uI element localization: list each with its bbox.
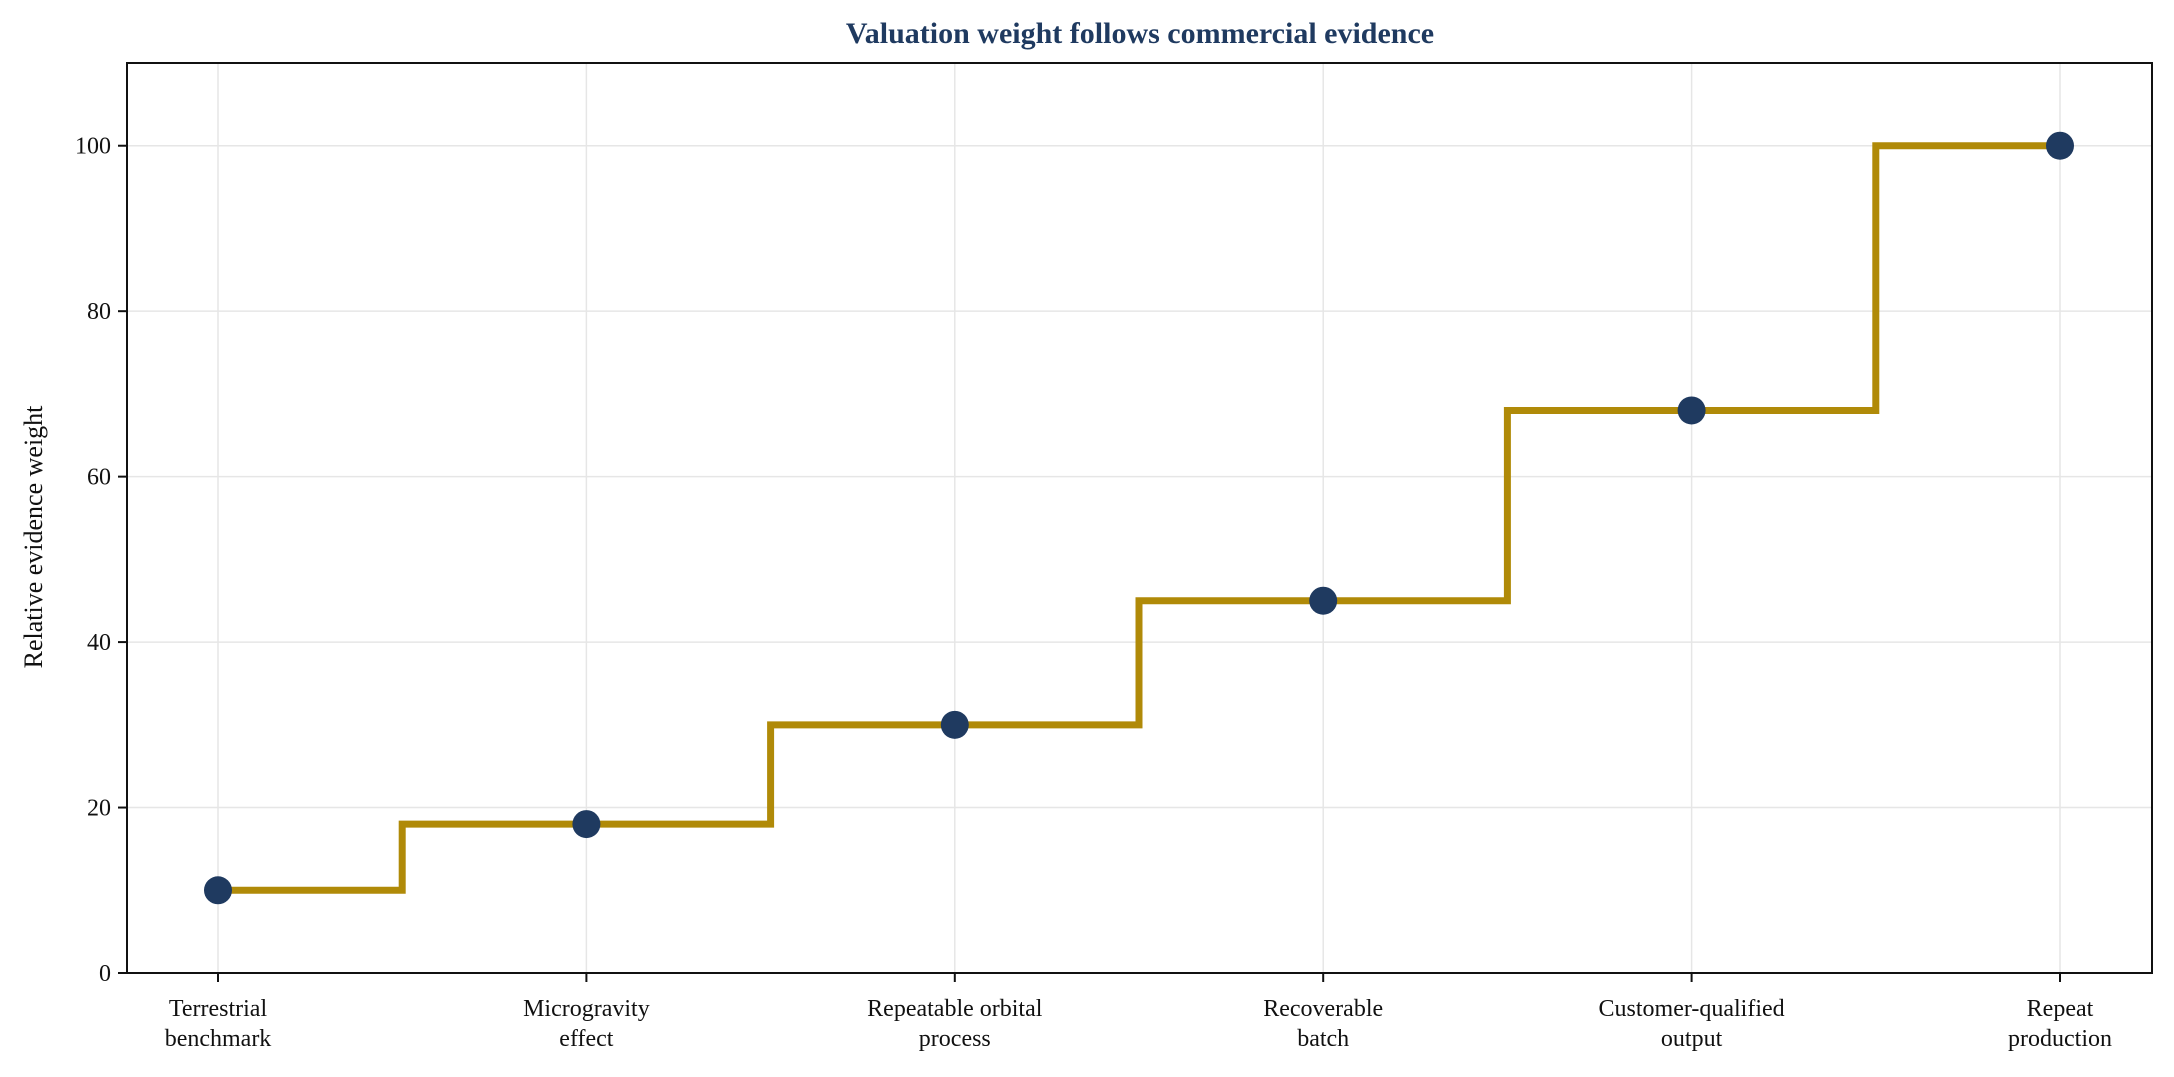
y-tick-label: 80 <box>87 299 111 325</box>
step-series-line <box>218 142 2060 894</box>
x-tick-label: Terrestrial benchmark <box>165 996 272 1052</box>
data-point <box>1677 396 1706 425</box>
y-tick-label: 60 <box>87 465 111 491</box>
series-layer <box>204 131 2074 905</box>
x-tick-label: Microgravity effect <box>523 996 650 1052</box>
y-tick-label: 40 <box>87 630 111 656</box>
data-point <box>940 710 969 739</box>
y-axis-label: Relative evidence weight <box>19 405 48 669</box>
y-tick-label: 100 <box>75 134 111 160</box>
data-point <box>2046 131 2074 160</box>
x-tick-label: Customer-qualified output <box>1599 996 1785 1052</box>
grid-layer <box>127 63 2152 974</box>
y-tick-label: 0 <box>99 961 111 987</box>
y-tick-label: 20 <box>87 796 111 822</box>
data-point <box>1309 586 1338 615</box>
x-tick-label: Repeat production <box>2008 996 2112 1052</box>
chart-title: Valuation weight follows commercial evid… <box>846 17 1434 50</box>
data-point <box>572 810 601 839</box>
x-tick-label: Recoverable batch <box>1263 996 1383 1052</box>
plot-frame <box>126 62 2153 974</box>
axis-layer: 0 20 40 60 80 100 Terrestrial benchmark Microgra… <box>75 62 2153 1052</box>
x-tick-label: Repeatable orbital process <box>867 996 1043 1052</box>
data-point <box>204 876 232 905</box>
